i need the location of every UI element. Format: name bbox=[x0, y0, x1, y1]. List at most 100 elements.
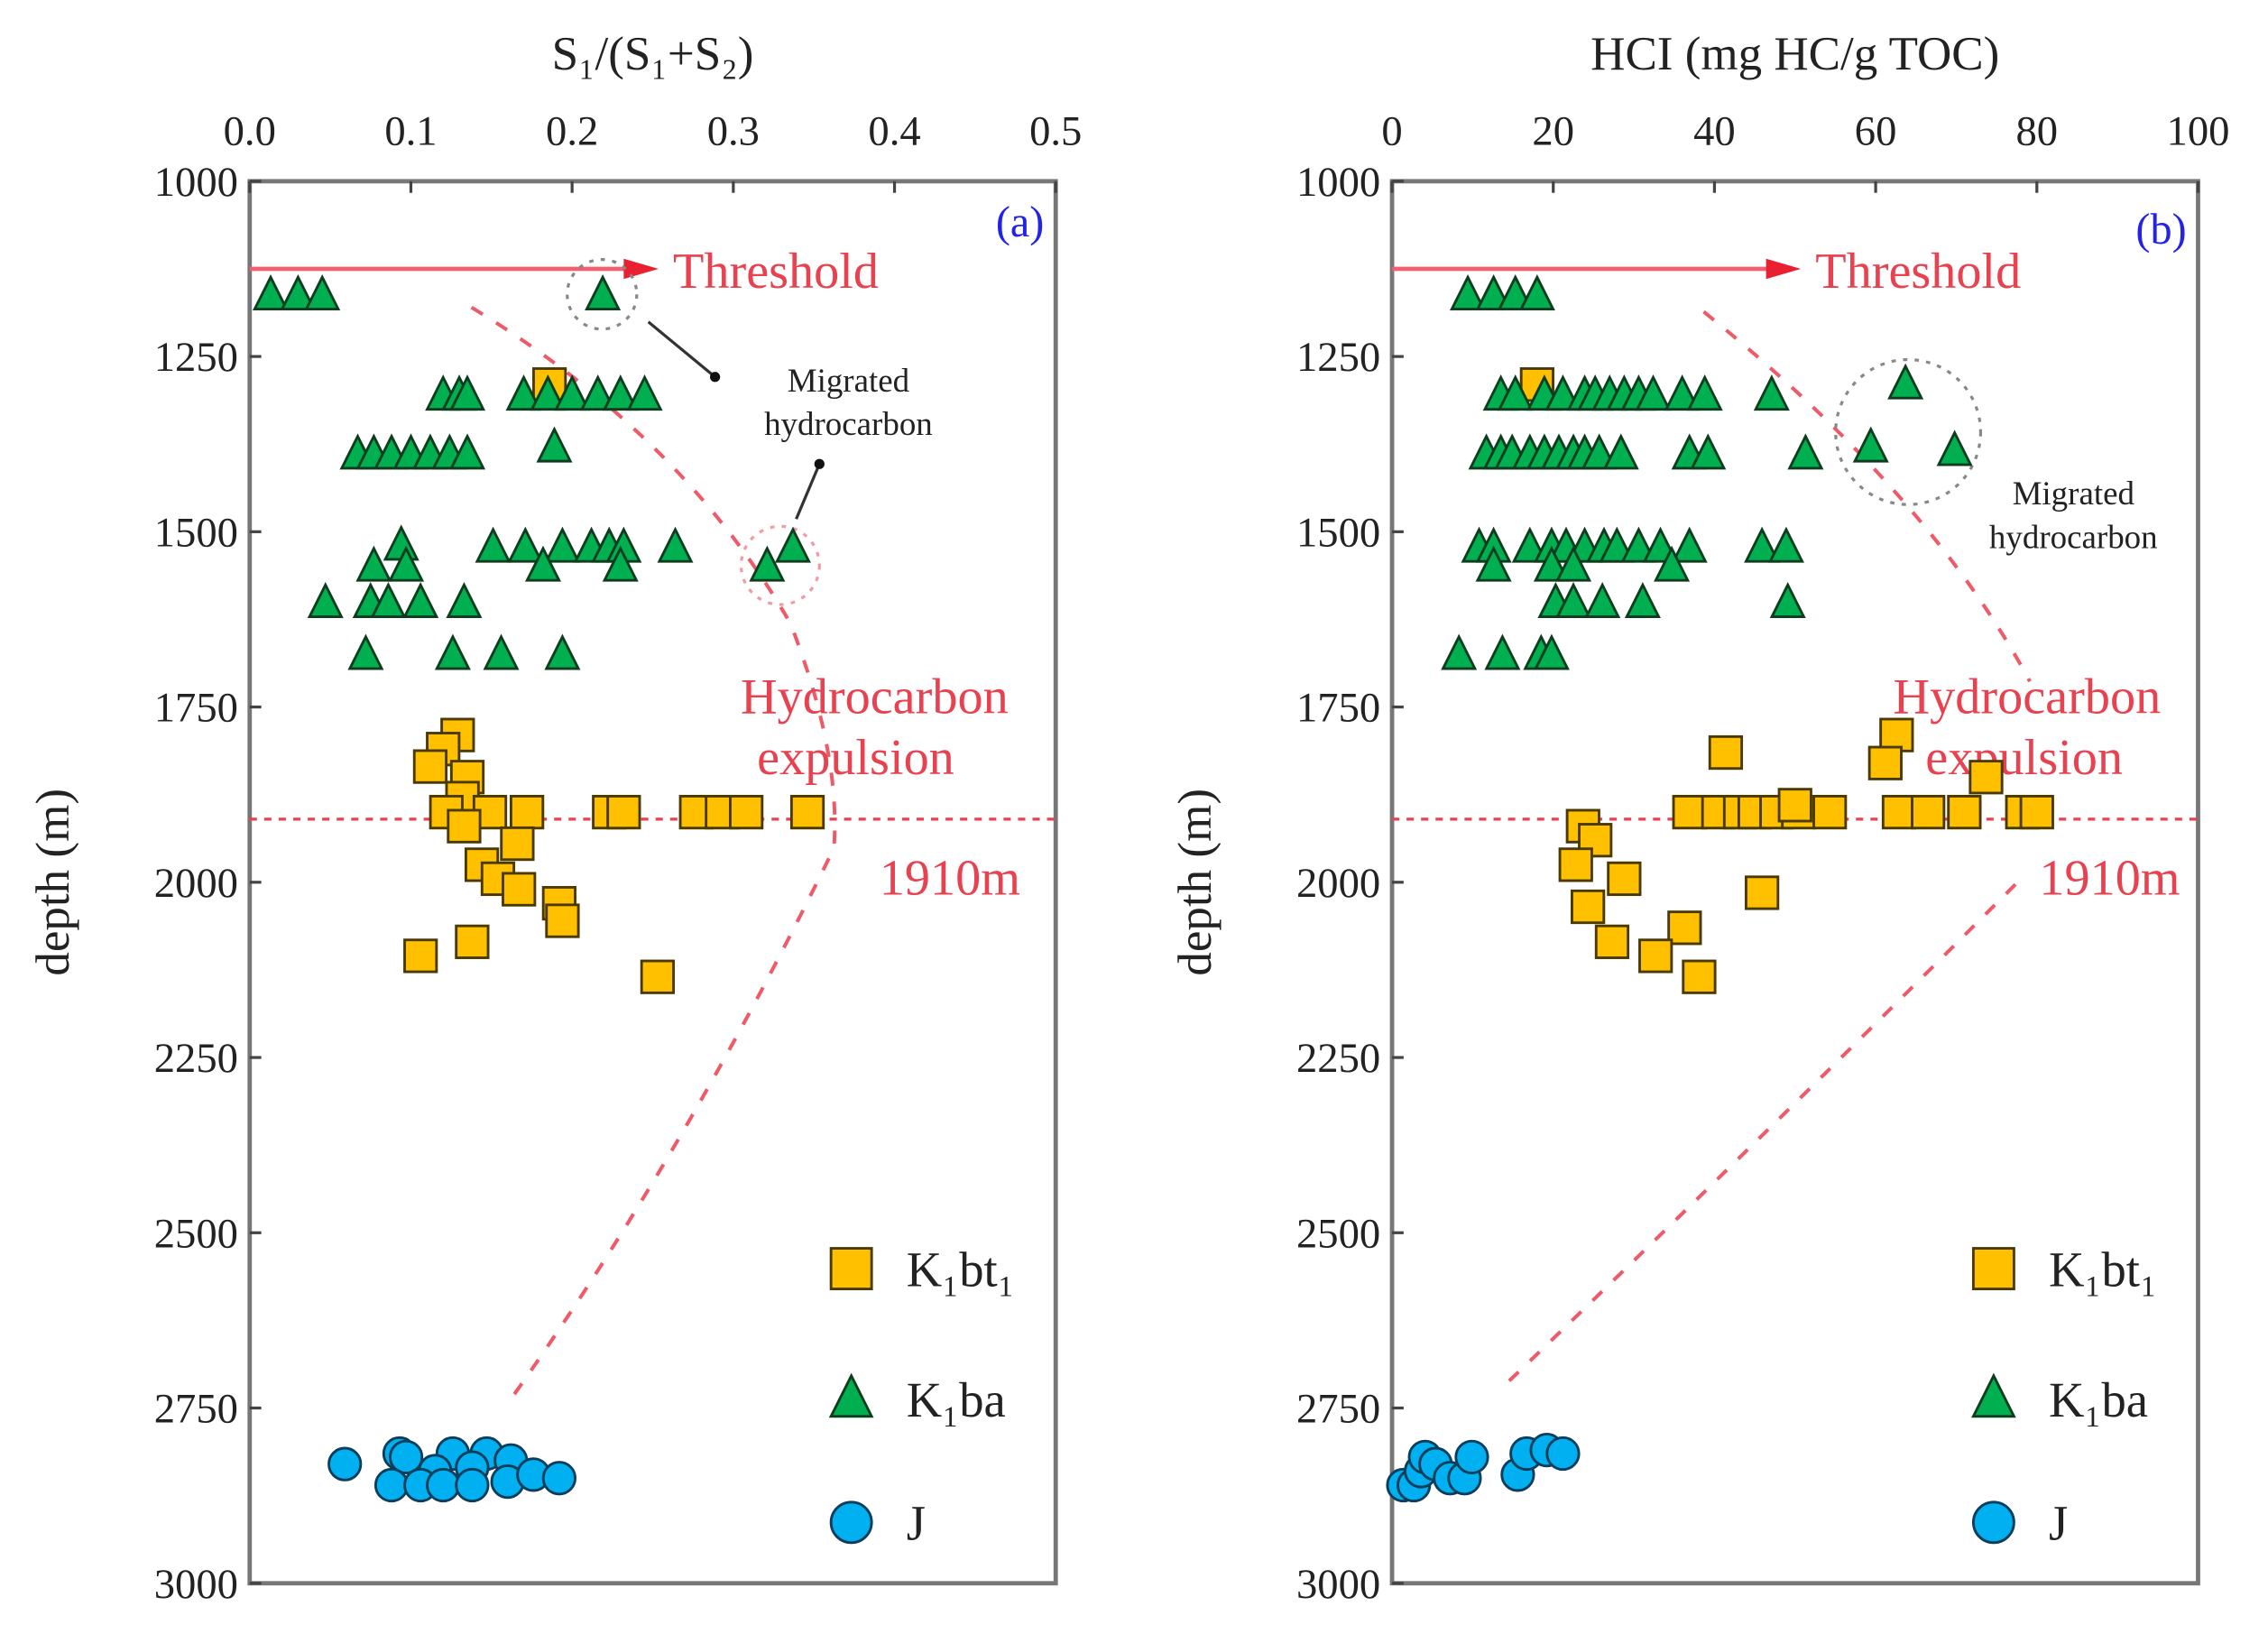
series-circle bbox=[1386, 1433, 1581, 1503]
data-point-triangle bbox=[505, 374, 542, 411]
data-point-circle bbox=[388, 1439, 424, 1475]
data-point-square bbox=[729, 794, 764, 830]
y-tick-label: 1000 bbox=[1296, 159, 1380, 206]
data-point-square bbox=[1968, 760, 2004, 795]
y-tick-label: 1250 bbox=[1296, 334, 1380, 381]
data-point-square bbox=[789, 794, 825, 830]
series-triangle bbox=[252, 273, 811, 670]
data-point-triangle bbox=[475, 526, 512, 563]
data-point-triangle bbox=[304, 273, 341, 310]
data-point-triangle bbox=[1690, 433, 1727, 470]
data-point-triangle bbox=[828, 1372, 874, 1418]
x-tick-label: 40 bbox=[1693, 108, 1736, 155]
legend-label: K₁ba bbox=[907, 1372, 1006, 1427]
panel-b: 0 20 40 60 80 100 1000 1250 1500 1750 2000 2250 2500… bbox=[1169, 28, 2229, 1608]
migrated-arrow bbox=[795, 463, 821, 520]
y-tick-label: 3000 bbox=[154, 1561, 238, 1608]
x-tick-label: 0.4 bbox=[868, 108, 920, 155]
y-tick-label: 2250 bbox=[1296, 1035, 1380, 1082]
depth-1910-label: 1910m bbox=[880, 850, 1020, 906]
migrated-highlight-circle bbox=[739, 524, 821, 606]
data-point-square bbox=[606, 794, 641, 830]
x-tick-label: 0 bbox=[1381, 108, 1402, 155]
data-point-square bbox=[1777, 788, 1812, 823]
data-point-triangle bbox=[1971, 1372, 2016, 1418]
data-point-square bbox=[2019, 794, 2054, 830]
data-point-square bbox=[545, 903, 580, 938]
depth-1910-label: 1910m bbox=[2039, 850, 2180, 906]
data-point-circle bbox=[1971, 1500, 2015, 1545]
y-tick-label: 1500 bbox=[1296, 509, 1380, 556]
data-point-triangle bbox=[554, 374, 591, 411]
data-point-triangle bbox=[1671, 526, 1708, 563]
data-point-triangle bbox=[1852, 426, 1889, 463]
data-point-triangle bbox=[448, 374, 486, 411]
y-axis-title: depth (m) bbox=[1169, 789, 1222, 976]
threshold-label: Threshold bbox=[673, 244, 879, 300]
legend-label: K₁ba bbox=[2049, 1372, 2148, 1427]
data-point-triangle bbox=[388, 545, 425, 582]
data-point-triangle bbox=[1686, 374, 1723, 411]
y-tick-label: 2500 bbox=[1296, 1210, 1380, 1257]
data-point-triangle bbox=[1936, 429, 1973, 466]
panel-a: 0.0 0.1 0.2 0.3 0.4 0.5 1000 1250 1500 1750 2000 22… bbox=[27, 28, 1082, 1608]
data-point-triangle bbox=[657, 526, 694, 563]
data-point-triangle bbox=[1602, 433, 1639, 470]
data-point-circle bbox=[1454, 1439, 1489, 1475]
data-point-triangle bbox=[1533, 633, 1570, 670]
x-tick-label: 0.0 bbox=[224, 108, 276, 155]
data-point-triangle bbox=[1887, 363, 1924, 400]
data-point-square bbox=[1682, 959, 1717, 994]
expulsion-label-line2: expulsion bbox=[1925, 730, 2123, 786]
data-point-triangle bbox=[1599, 526, 1636, 563]
data-point-square bbox=[1558, 847, 1593, 882]
data-point-triangle bbox=[544, 526, 581, 563]
data-point-triangle bbox=[280, 273, 317, 310]
data-point-triangle bbox=[1654, 545, 1691, 582]
data-point-triangle bbox=[536, 426, 573, 463]
x-tick-label: 100 bbox=[2167, 108, 2230, 155]
data-point-triangle bbox=[749, 545, 786, 582]
legend: K₁bt₁ K₁ba J bbox=[828, 1242, 1015, 1551]
series-circle bbox=[327, 1436, 576, 1503]
threshold-label: Threshold bbox=[1815, 244, 2021, 300]
data-point-triangle bbox=[1449, 273, 1487, 310]
data-point-square bbox=[1881, 794, 1917, 830]
data-point-triangle bbox=[1518, 273, 1555, 310]
data-point-square bbox=[500, 826, 535, 862]
migrated-label-line1: Migrated bbox=[788, 362, 910, 399]
data-point-circle bbox=[829, 1500, 873, 1545]
data-point-square bbox=[1672, 794, 1707, 830]
y-tick-label: 2000 bbox=[154, 860, 238, 907]
y-tick-label: 3000 bbox=[1296, 1561, 1380, 1608]
y-tick-label: 2750 bbox=[154, 1386, 238, 1433]
migrated-highlight-circle bbox=[1834, 357, 1983, 506]
data-point-triangle bbox=[307, 582, 344, 619]
data-point-triangle bbox=[544, 633, 581, 670]
series-square bbox=[1519, 367, 2054, 994]
data-point-triangle bbox=[347, 633, 384, 670]
data-point-triangle bbox=[252, 273, 290, 310]
data-point-triangle bbox=[370, 582, 407, 619]
data-point-triangle bbox=[602, 374, 639, 411]
data-point-square bbox=[1594, 924, 1630, 959]
data-point-triangle bbox=[530, 374, 567, 411]
data-point-triangle bbox=[402, 582, 439, 619]
data-point-triangle bbox=[1635, 374, 1672, 411]
data-point-triangle bbox=[1544, 374, 1581, 411]
series-square bbox=[403, 367, 825, 994]
expulsion-label-line2: expulsion bbox=[757, 730, 954, 786]
data-point-triangle bbox=[1533, 545, 1570, 582]
x-axis-title: S₁/(S₁+S₂) bbox=[552, 28, 754, 80]
x-tick-label: 60 bbox=[1855, 108, 1897, 155]
data-point-square bbox=[1971, 1247, 2015, 1290]
data-point-triangle bbox=[1497, 273, 1534, 310]
y-axis-title: depth (m) bbox=[27, 789, 79, 976]
x-axis-title: HCI (mg HC/g TOC) bbox=[1590, 28, 1999, 80]
expulsion-label-line1: Hydrocarbon bbox=[741, 669, 1009, 725]
series-triangle bbox=[1441, 273, 1973, 670]
data-point-square bbox=[1812, 794, 1848, 830]
data-point-triangle bbox=[383, 524, 419, 561]
data-point-triangle bbox=[448, 433, 486, 470]
